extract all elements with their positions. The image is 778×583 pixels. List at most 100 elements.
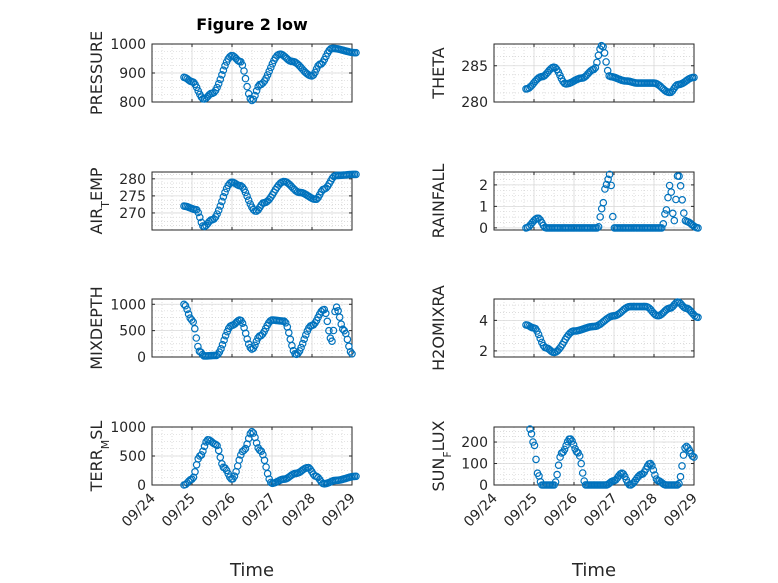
data-point — [243, 82, 251, 91]
data-point — [217, 344, 225, 353]
data-point — [265, 67, 274, 76]
x-tick-label: 09/25 — [501, 491, 541, 531]
data-point — [297, 343, 305, 352]
data-point — [184, 310, 193, 318]
data-point — [216, 202, 225, 210]
data-point — [288, 341, 296, 350]
data-point — [594, 223, 603, 231]
y-axis-label: TERRMSL — [87, 421, 112, 493]
data-point — [352, 170, 360, 179]
data-point — [191, 324, 199, 333]
data-point — [646, 459, 655, 468]
data-point — [575, 452, 584, 460]
x-axis-label-left: Time — [229, 560, 274, 581]
data-point — [678, 196, 687, 204]
data-point — [243, 192, 251, 201]
data-point — [679, 451, 688, 459]
data-point — [214, 79, 223, 88]
data-point — [238, 319, 247, 328]
data-point — [221, 188, 229, 197]
data-point — [568, 437, 576, 445]
data-point — [673, 481, 682, 489]
data-point — [675, 172, 683, 181]
y-axis-label: SUNFLUX — [429, 420, 454, 491]
data-point — [219, 66, 228, 75]
x-tick-label: 09/24 — [461, 490, 501, 530]
data-point — [246, 343, 255, 352]
y-tick-label: 800 — [119, 95, 146, 111]
data-point — [589, 65, 598, 74]
figure-title: Figure 2 low — [196, 15, 308, 34]
y-axis-label: THETA — [429, 47, 448, 99]
data-point — [241, 444, 250, 453]
x-tick-label: 09/25 — [159, 491, 199, 531]
y-axis-label: RAINFALL — [429, 164, 448, 239]
y-tick-label: 200 — [461, 435, 488, 451]
data-point — [562, 441, 570, 450]
data-point — [335, 313, 344, 322]
data-point — [599, 198, 608, 207]
data-point — [593, 58, 601, 67]
data-point — [593, 224, 601, 232]
y-axis-label: PRESSURE — [87, 31, 106, 115]
y-axis-label: H2OMIXRA — [429, 285, 448, 371]
y-tick-label: 1000 — [110, 37, 146, 53]
y-tick-label: 285 — [461, 59, 488, 75]
data-point — [192, 334, 201, 342]
data-point — [199, 447, 207, 456]
data-point — [328, 337, 336, 346]
data-point — [527, 429, 536, 438]
x-axis-label-right: Time — [571, 560, 616, 581]
data-point — [664, 193, 672, 202]
data-point — [323, 317, 332, 326]
data-point — [251, 91, 259, 100]
data-point — [197, 451, 206, 459]
data-point — [569, 440, 578, 449]
x-tick-label: 09/28 — [279, 491, 319, 531]
data-point — [346, 347, 355, 356]
data-point — [577, 459, 586, 468]
data-point — [216, 453, 225, 462]
data-point — [249, 95, 258, 104]
data-point — [260, 456, 269, 465]
subplot-sunflux: 0 100 200 09/24 09/25 09/26 09/27 09/28 09/29 SUN… — [429, 420, 701, 530]
data-point — [219, 193, 228, 201]
data-point — [602, 180, 611, 189]
y-tick-label: 1000 — [110, 420, 146, 436]
x-tick-label: 09/27 — [581, 491, 621, 531]
subplot-terrmsl: 0 500 1000 09/24 09/25 09/26 09/27 09/28 09/29 TE… — [87, 420, 360, 531]
data-point — [602, 58, 610, 66]
data-point — [670, 216, 679, 225]
data-point — [597, 41, 606, 50]
data-point — [329, 326, 338, 335]
y-tick-label: 2 — [479, 178, 488, 194]
data-point — [566, 435, 575, 443]
data-point — [311, 68, 319, 77]
data-point — [240, 446, 248, 455]
data-point — [605, 170, 614, 179]
data-point — [594, 51, 603, 60]
data-point — [240, 67, 248, 75]
data-point — [300, 335, 309, 344]
y-axis-label: AIRTEMP — [87, 167, 112, 234]
data-point — [532, 455, 540, 464]
data-point — [243, 335, 252, 343]
subplot-rainfall: 0 1 2 RAINFALL — [429, 164, 702, 239]
x-tick-label: 09/29 — [319, 491, 359, 531]
x-tick-label: 09/24 — [119, 490, 159, 530]
data-point — [661, 210, 669, 218]
y-tick-label: 900 — [119, 66, 146, 82]
y-tick-label: 280 — [119, 172, 146, 188]
data-point — [672, 195, 680, 204]
axes-box — [493, 426, 695, 486]
data-point — [690, 73, 698, 82]
data-point — [251, 341, 259, 350]
data-point — [608, 212, 617, 221]
data-point — [694, 313, 702, 322]
y-tick-label: 100 — [461, 457, 488, 473]
data-point — [607, 181, 616, 190]
data-point — [214, 206, 223, 215]
x-tick-label: 09/26 — [199, 490, 239, 530]
data-point — [249, 429, 258, 437]
data-point — [694, 224, 702, 232]
